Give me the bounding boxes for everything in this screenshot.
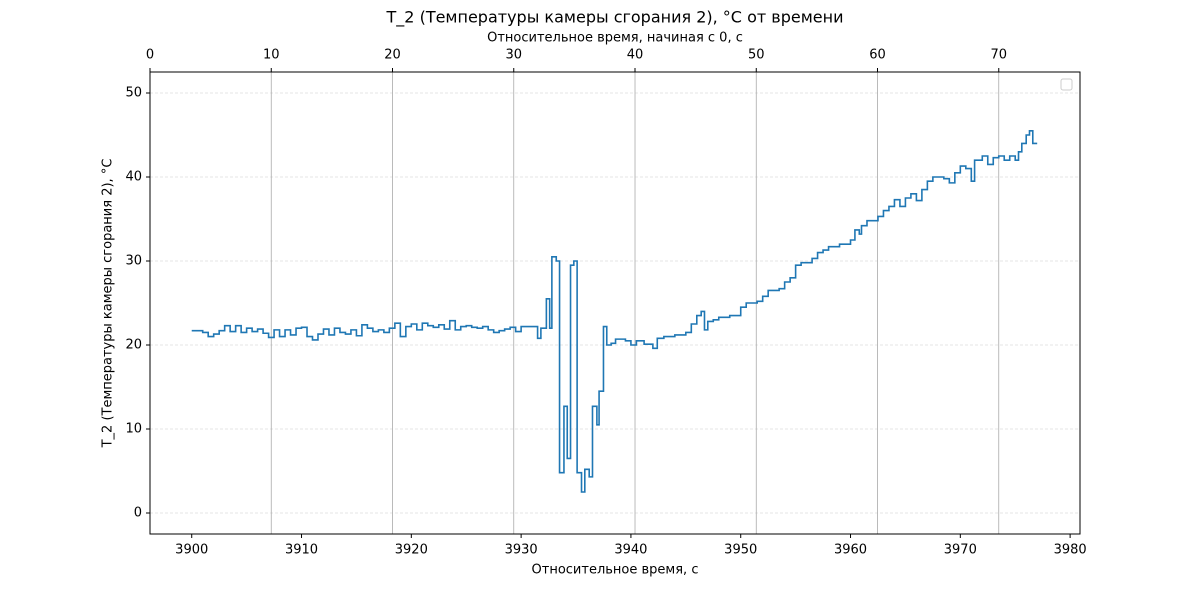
y-tick-label: 30 <box>125 254 142 269</box>
y-axis-label: T_2 (Температуры камеры сгорания 2), °C <box>101 159 116 449</box>
chart-title: T_2 (Температуры камеры сгорания 2), °C … <box>386 8 844 28</box>
x2-tick-label: 30 <box>505 48 522 63</box>
x2-tick-label: 0 <box>146 48 154 63</box>
y-tick-label: 0 <box>134 506 142 521</box>
x2-tick-label: 60 <box>869 48 886 63</box>
data-line <box>191 130 1038 493</box>
x-tick-label: 3930 <box>505 543 538 558</box>
x2-tick-label: 50 <box>748 48 765 63</box>
x-tick-label: 3940 <box>614 543 647 558</box>
y-tick-label: 20 <box>125 338 142 353</box>
x-tick-label: 3980 <box>1054 543 1087 558</box>
x-axis-label: Относительное время, с <box>532 563 699 578</box>
x-tick-label: 3900 <box>175 543 208 558</box>
x2-tick-label: 40 <box>627 48 644 63</box>
x-tick-label: 3910 <box>285 543 318 558</box>
x2-tick-label: 20 <box>384 48 401 63</box>
x2-tick-label: 10 <box>263 48 280 63</box>
x-tick-label: 3960 <box>834 543 867 558</box>
x-tick-label: 3950 <box>724 543 757 558</box>
x2-axis-label: Относительное время, начиная с 0, с <box>487 31 743 46</box>
y-tick-label: 40 <box>125 170 142 185</box>
x-tick-label: 3970 <box>944 543 977 558</box>
x-tick-label: 3920 <box>395 543 428 558</box>
legend <box>1060 78 1073 91</box>
y-tick-label: 10 <box>125 422 142 437</box>
y-tick-label: 50 <box>125 86 142 101</box>
plot-frame <box>149 71 1081 535</box>
x2-tick-label: 70 <box>990 48 1007 63</box>
